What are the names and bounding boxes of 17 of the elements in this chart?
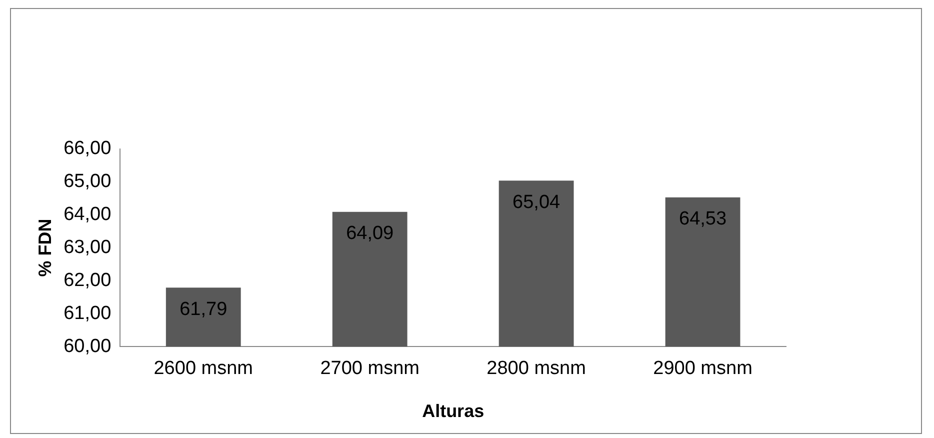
x-tick-label: 2700 msnm	[320, 358, 420, 380]
y-tick-label: 63,00	[64, 237, 112, 258]
y-tick-label: 65,00	[64, 171, 112, 192]
data-label: 65,04	[512, 192, 561, 213]
y-tick-label: 66,00	[64, 138, 112, 160]
x-tick-label: 2900 msnm	[653, 358, 752, 380]
y-tick-label: 64,00	[64, 204, 112, 226]
y-axis-title: % FDN	[34, 218, 55, 277]
x-tick-label: 2800 msnm	[486, 358, 586, 380]
x-axis-title: Alturas	[422, 401, 484, 422]
y-tick-label: 62,00	[64, 270, 112, 291]
data-label: 61,79	[180, 298, 228, 320]
y-tick-label: 60,00	[64, 336, 112, 357]
data-label: 64,53	[678, 208, 727, 230]
data-label: 64,09	[346, 223, 394, 244]
y-tick-label: 61,00	[64, 302, 112, 324]
x-tick-label: 2600 msnm	[154, 358, 254, 380]
